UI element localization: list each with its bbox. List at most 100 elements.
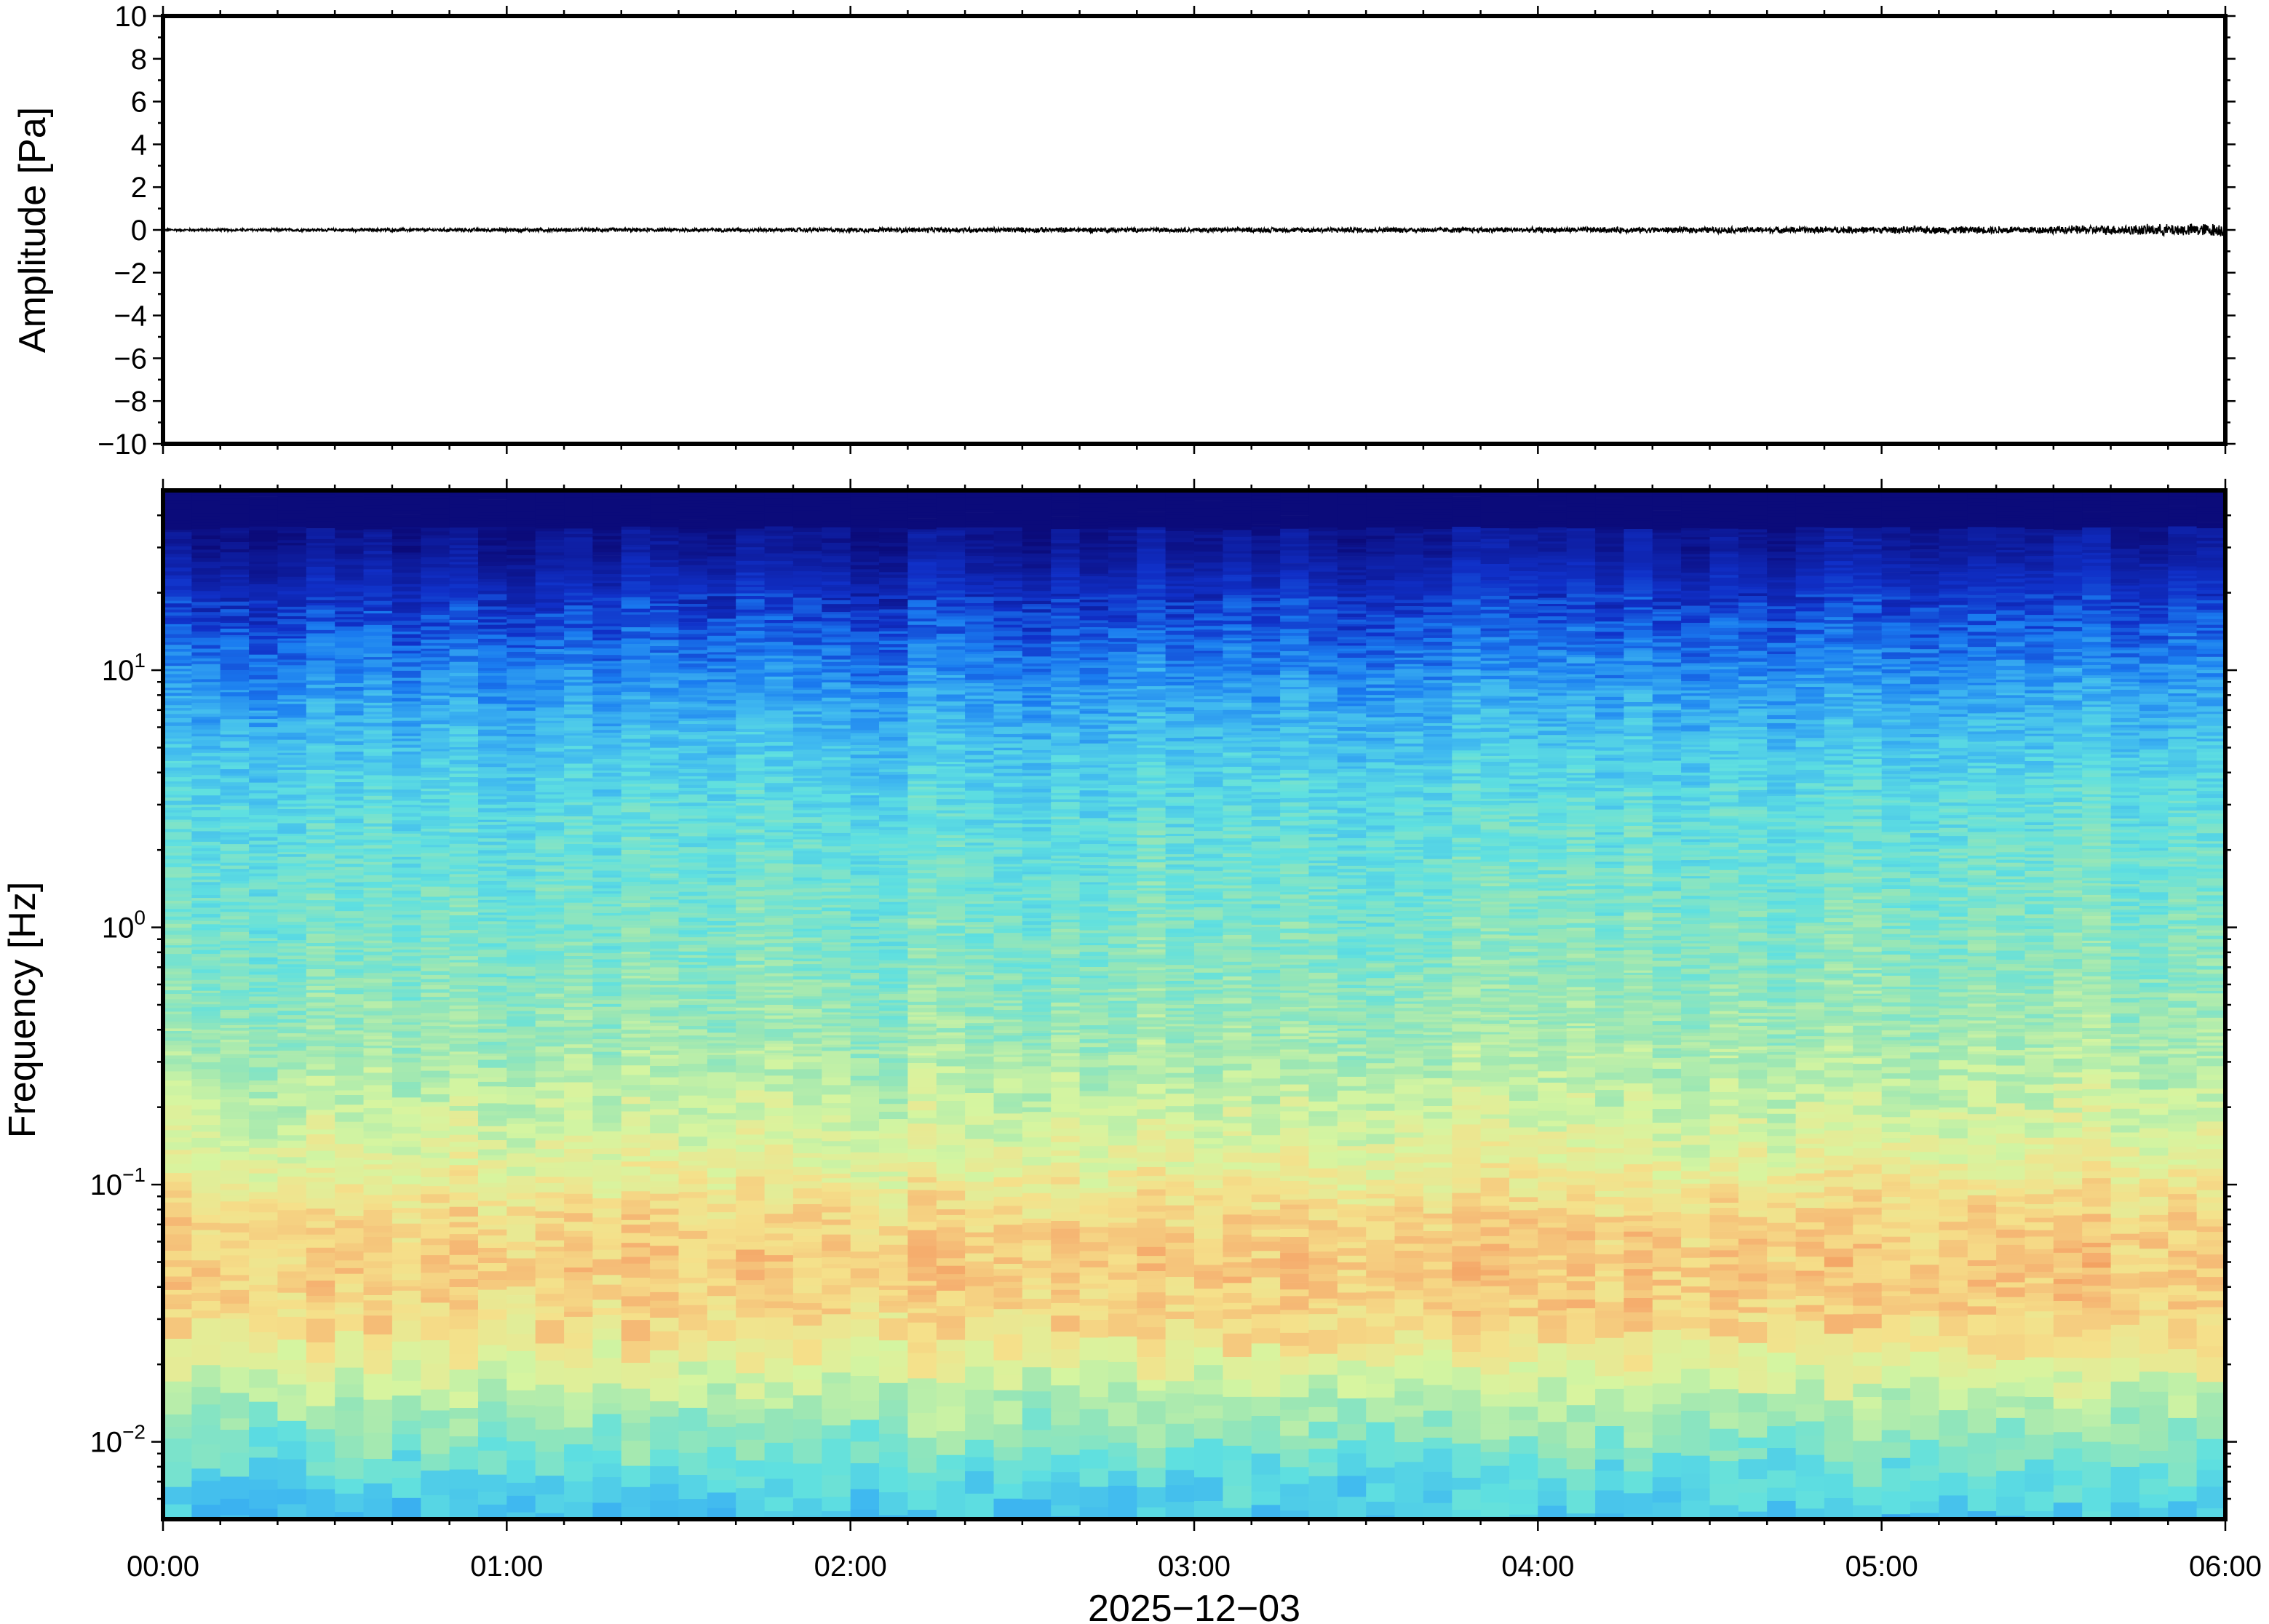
spectrogram-cell [249, 1111, 279, 1121]
spectrogram-cell [449, 659, 479, 663]
spectrogram-cell [220, 542, 250, 546]
spectrogram-cell [621, 568, 651, 571]
spectrogram-cell [363, 672, 393, 676]
spectrogram-cell [277, 936, 307, 941]
spectrogram-cell [736, 1152, 766, 1162]
spectrogram-cell [764, 661, 794, 666]
spectrogram-cell [277, 621, 307, 625]
spectrogram-cell [392, 1057, 421, 1063]
spectrogram-cell [650, 1246, 680, 1256]
spectrogram-cell [163, 520, 192, 524]
spectrogram-cell [535, 623, 565, 626]
spectrogram-cell [277, 797, 307, 801]
spectrogram-cell [191, 713, 221, 717]
spectrogram-cell [621, 747, 651, 750]
spectrogram-cell [478, 622, 507, 626]
spectrogram-cell [592, 870, 622, 875]
spectrogram-cell [421, 538, 450, 543]
spectrogram-cell [421, 1137, 450, 1147]
spectrogram-cell [535, 657, 565, 661]
spectrogram-cell [478, 1140, 507, 1150]
spectrogram-cell [736, 513, 766, 517]
spectrogram-cell [764, 616, 794, 621]
spectrogram-cell [363, 1025, 393, 1030]
spectrogram-cell [392, 634, 421, 639]
spectrogram-cell [707, 861, 736, 865]
spectrogram-cell [163, 1289, 192, 1295]
spectrogram-cell [506, 1405, 536, 1418]
spectrogram-cell [650, 907, 680, 912]
spectrogram-cell [392, 1141, 421, 1147]
spectrogram-cell [421, 1410, 450, 1429]
spectrogram-cell [564, 558, 594, 562]
spectrogram-cell [535, 1071, 565, 1078]
spectrogram-cell [707, 546, 736, 550]
spectrogram-cell [363, 690, 393, 694]
spectrogram-cell [335, 938, 365, 942]
spectrogram-cell [363, 575, 393, 579]
spectrogram-cell [650, 955, 680, 958]
spectrogram-cell [506, 802, 536, 805]
spectrogram-cell [363, 912, 393, 918]
spectrogram-cell [792, 514, 822, 517]
spectrogram-cell [592, 915, 622, 920]
spectrogram-cell [506, 608, 536, 613]
spectrogram-cell [191, 562, 221, 565]
spectrogram-cell [535, 1452, 565, 1476]
spectrogram-cell [163, 698, 192, 702]
spectrogram-cell [306, 660, 335, 665]
spectrogram-cell [564, 863, 594, 867]
spectrogram-cell [392, 810, 421, 813]
spectrogram-cell [478, 576, 507, 580]
spectrogram-cell [592, 506, 622, 509]
spectrogram-cell [335, 588, 365, 592]
spectrogram-cell [277, 496, 307, 501]
spectrogram-cell [421, 944, 450, 948]
spectrogram-cell [363, 820, 393, 824]
spectrogram-cell [506, 666, 536, 670]
spectrogram-cell [421, 711, 450, 716]
spectrogram-cell [191, 799, 221, 803]
spectrogram-cell [707, 682, 736, 686]
spectrogram-cell [478, 816, 507, 821]
spectrogram-cell [707, 728, 736, 732]
spectrogram-cell [363, 693, 393, 696]
spectrogram-cell [650, 1042, 680, 1047]
spectrogram-cell [449, 1206, 479, 1217]
spectrogram-cell [621, 978, 651, 982]
spectrogram-cell [163, 539, 192, 544]
spectrogram-cell [191, 1001, 221, 1005]
spectrogram-cell [306, 1056, 335, 1064]
spectrogram-cell [592, 570, 622, 575]
spectrogram-cell [306, 1167, 335, 1174]
spectrogram-cell [392, 730, 421, 734]
spectrogram-cell [564, 1316, 594, 1334]
spectrogram-cell [449, 1499, 479, 1516]
spectrogram-cell [220, 549, 250, 553]
spectrogram-cell [478, 960, 507, 964]
spectrogram-cell [277, 659, 307, 663]
spectrogram-cell [220, 712, 250, 717]
spectrogram-cell [564, 898, 594, 901]
spectrogram-cell [306, 1177, 335, 1182]
spectrogram-cell [564, 1298, 594, 1307]
spectrogram-cell [163, 1033, 192, 1038]
spectrogram-cell [249, 747, 279, 752]
spectrogram-cell [421, 1238, 450, 1246]
spectrogram-cell [564, 1019, 594, 1023]
spectrogram-cell [249, 1479, 279, 1491]
spectrogram-cell [335, 935, 365, 939]
spectrogram-cell [449, 966, 479, 971]
spectrogram-cell [506, 908, 536, 912]
spectrogram-cell [249, 1232, 279, 1241]
spectrogram-cell [736, 627, 766, 632]
spectrogram-cell [163, 696, 192, 699]
spectrogram-cell [736, 642, 766, 646]
spectrogram-cell [621, 631, 651, 635]
spectrogram-cell [220, 574, 250, 578]
spectrogram-cell [191, 903, 221, 908]
spectrogram-cell [564, 634, 594, 638]
spectrogram-cell [421, 890, 450, 895]
spectrogram-cell [650, 556, 680, 561]
spectrogram-cell [650, 578, 680, 582]
